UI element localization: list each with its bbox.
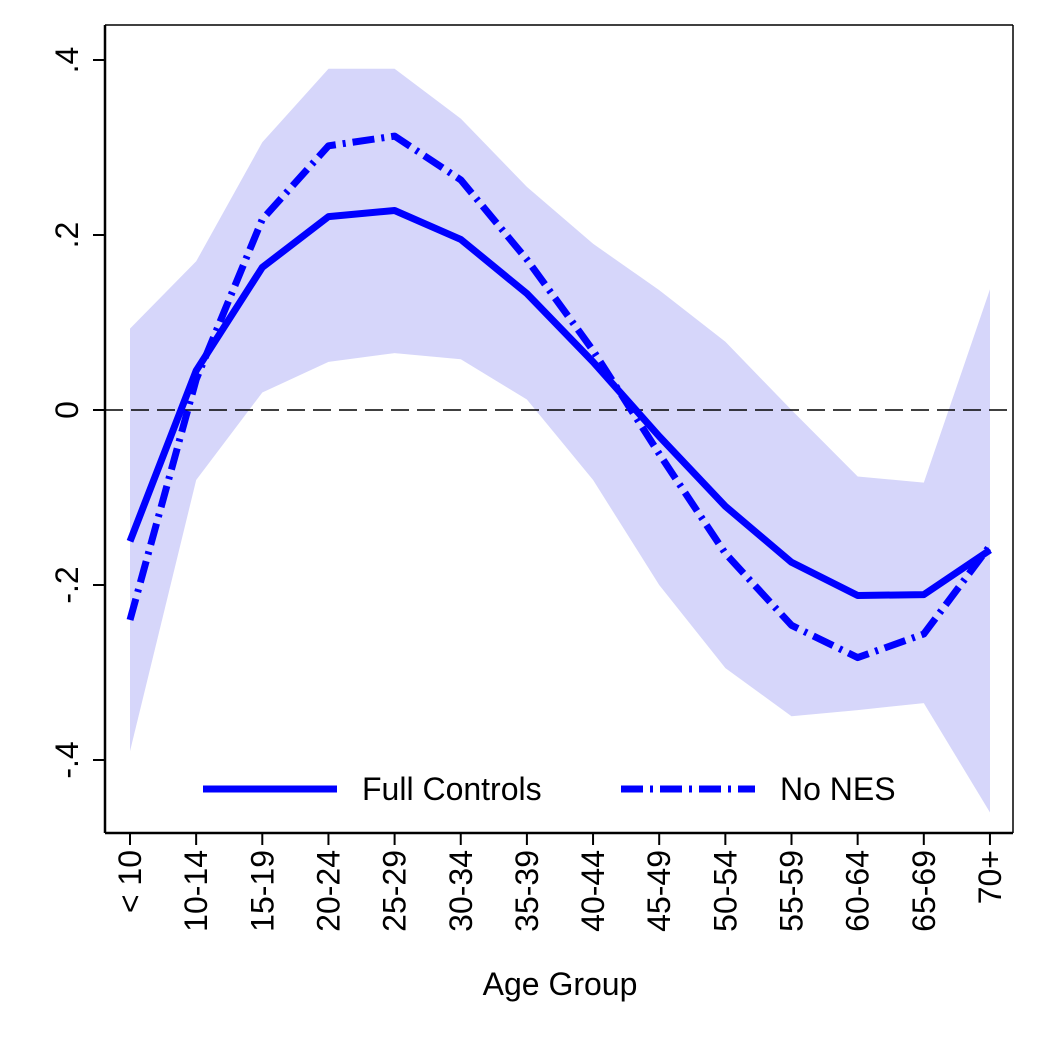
x-tick-label: 15-19 bbox=[244, 850, 280, 932]
y-tick-label: .4 bbox=[49, 47, 85, 74]
legend-label-1: Full Controls bbox=[362, 771, 542, 807]
x-tick-label: 25-29 bbox=[377, 850, 413, 932]
legend-label-2: No NES bbox=[780, 771, 896, 807]
legend: Full Controls No NES bbox=[203, 771, 896, 807]
y-tick-label: -.4 bbox=[49, 741, 85, 778]
x-tick-label: 50-54 bbox=[707, 850, 743, 932]
y-tick-label: 0 bbox=[49, 401, 85, 419]
x-tick-label: 40-44 bbox=[575, 850, 611, 932]
x-tick-label: 45-49 bbox=[641, 850, 677, 932]
y-tick-label: .2 bbox=[49, 222, 85, 249]
series-line-1 bbox=[126, 207, 992, 599]
x-tick-label: 65-69 bbox=[906, 850, 942, 932]
x-tick-label: 10-14 bbox=[178, 850, 214, 932]
series-line-2 bbox=[126, 132, 993, 662]
x-tick-label: 60-64 bbox=[840, 850, 876, 932]
x-tick-label: < 10 bbox=[112, 850, 148, 913]
confidence-band-layer bbox=[130, 68, 990, 813]
x-tick-label: 70+ bbox=[972, 850, 1008, 904]
x-axis-title: Age Group bbox=[483, 966, 638, 1002]
x-tick-label: 30-34 bbox=[443, 850, 479, 932]
x-tick-label: 20-24 bbox=[310, 850, 346, 932]
confidence-band bbox=[130, 68, 990, 813]
x-tick-label: 35-39 bbox=[509, 850, 545, 932]
x-tick-label: 55-59 bbox=[774, 850, 810, 932]
axis-layer: -.4 -.2 0 .2 .4 < 10 10-14 15-19 20-24 25-29 30-34… bbox=[49, 24, 1014, 932]
series-layer bbox=[126, 132, 993, 662]
y-tick-label: -.2 bbox=[49, 566, 85, 603]
